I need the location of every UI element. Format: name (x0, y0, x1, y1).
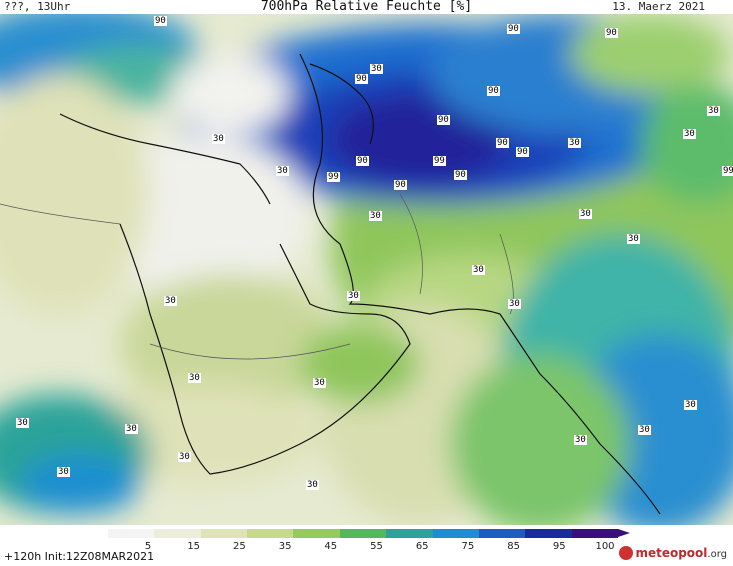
contour-label: 90 (487, 86, 500, 96)
contour-label: 90 (605, 28, 618, 38)
colorbar-tick-label: 65 (415, 541, 429, 552)
contour-label: 30 (57, 467, 70, 477)
contour-label: 30 (370, 64, 383, 74)
humidity-colorbar (108, 529, 630, 538)
colorbar-segment (200, 529, 248, 538)
contour-label: 90 (355, 74, 368, 84)
contour-label: 30 (16, 418, 29, 428)
logo-text: meteopool (635, 546, 708, 560)
contour-label: 30 (125, 424, 138, 434)
contour-label: 90 (454, 170, 467, 180)
contour-label: 30 (684, 400, 697, 410)
contour-label: 30 (188, 373, 201, 383)
contour-label: 99 (327, 172, 340, 182)
colorbar-tick-label: 45 (324, 541, 338, 552)
contour-label: 30 (707, 106, 720, 116)
init-time-label: +120h Init:12Z08MAR2021 (4, 550, 155, 563)
contour-label: 30 (347, 291, 360, 301)
colorbar-segment (525, 529, 573, 538)
meteopool-logo[interactable]: meteopool.org (619, 546, 727, 560)
contour-label: 30 (627, 234, 640, 244)
contour-label: 30 (568, 138, 581, 148)
contour-label: 30 (178, 452, 191, 462)
contour-label: 30 (472, 265, 485, 275)
map-canvas (0, 14, 733, 525)
colorbar-segment (571, 529, 619, 538)
contour-label: 30 (579, 209, 592, 219)
coastlines (59, 53, 661, 515)
contour-label: 99 (722, 166, 733, 176)
colorbar-tick-label: 35 (278, 541, 292, 552)
contour-label: 30 (306, 480, 319, 490)
contour-label: 90 (437, 115, 450, 125)
colorbar-arrow (618, 529, 630, 537)
contour-label: 30 (313, 378, 326, 388)
contour-label: 90 (507, 24, 520, 34)
contour-label: 30 (574, 435, 587, 445)
colorbar-segment (293, 529, 341, 538)
contour-label: 30 (369, 211, 382, 221)
colorbar-tick-label: 75 (461, 541, 475, 552)
map-footer: 5 15 25 35 45 55 65 75 85 95 100 +120h Init:12Z08M… (0, 525, 733, 566)
colorbar-tick-label: 95 (552, 541, 566, 552)
contour-label: 30 (638, 425, 651, 435)
contour-label: 30 (508, 299, 521, 309)
colorbar-segment (108, 529, 155, 538)
colorbar-segment (247, 529, 294, 538)
contour-label: 90 (154, 16, 167, 26)
colorbar-tick-label: 85 (507, 541, 520, 552)
colorbar-tick-label: 100 (595, 541, 615, 552)
colorbar-segment (154, 529, 202, 538)
contour-label: 90 (496, 138, 509, 148)
colorbar-tick-label: 5 (144, 541, 152, 552)
logo-tld: .org (707, 549, 727, 560)
map-header: ???, 13Uhr 700hPa Relative Feuchte [%] 1… (0, 0, 733, 14)
colorbar-tick-label: 55 (370, 541, 383, 552)
colorbar-tick-label: 15 (187, 541, 201, 552)
contour-label: 90 (516, 147, 529, 157)
colorbar-segment (478, 529, 526, 538)
forecast-date: 13. Maerz 2021 (612, 0, 705, 13)
contour-label: 99 (433, 156, 446, 166)
colorbar-segment (386, 529, 434, 538)
contour-label: 30 (212, 134, 225, 144)
contour-label: 30 (164, 296, 177, 306)
humidity-map: 90 90 90 90 90 99 90 90 99 90 90 90 99 9… (0, 14, 733, 525)
map-title: 700hPa Relative Feuchte [%] (260, 0, 473, 14)
contour-label: 30 (276, 166, 289, 176)
contour-label: 90 (356, 156, 369, 166)
colorbar-segment (432, 529, 480, 538)
colorbar-segment (339, 529, 387, 538)
contour-label: 30 (683, 129, 696, 139)
location-time-label: ???, 13Uhr (4, 0, 71, 13)
globe-icon (619, 546, 634, 560)
colorbar-tick-label: 25 (233, 541, 246, 552)
contour-label: 90 (394, 180, 407, 190)
